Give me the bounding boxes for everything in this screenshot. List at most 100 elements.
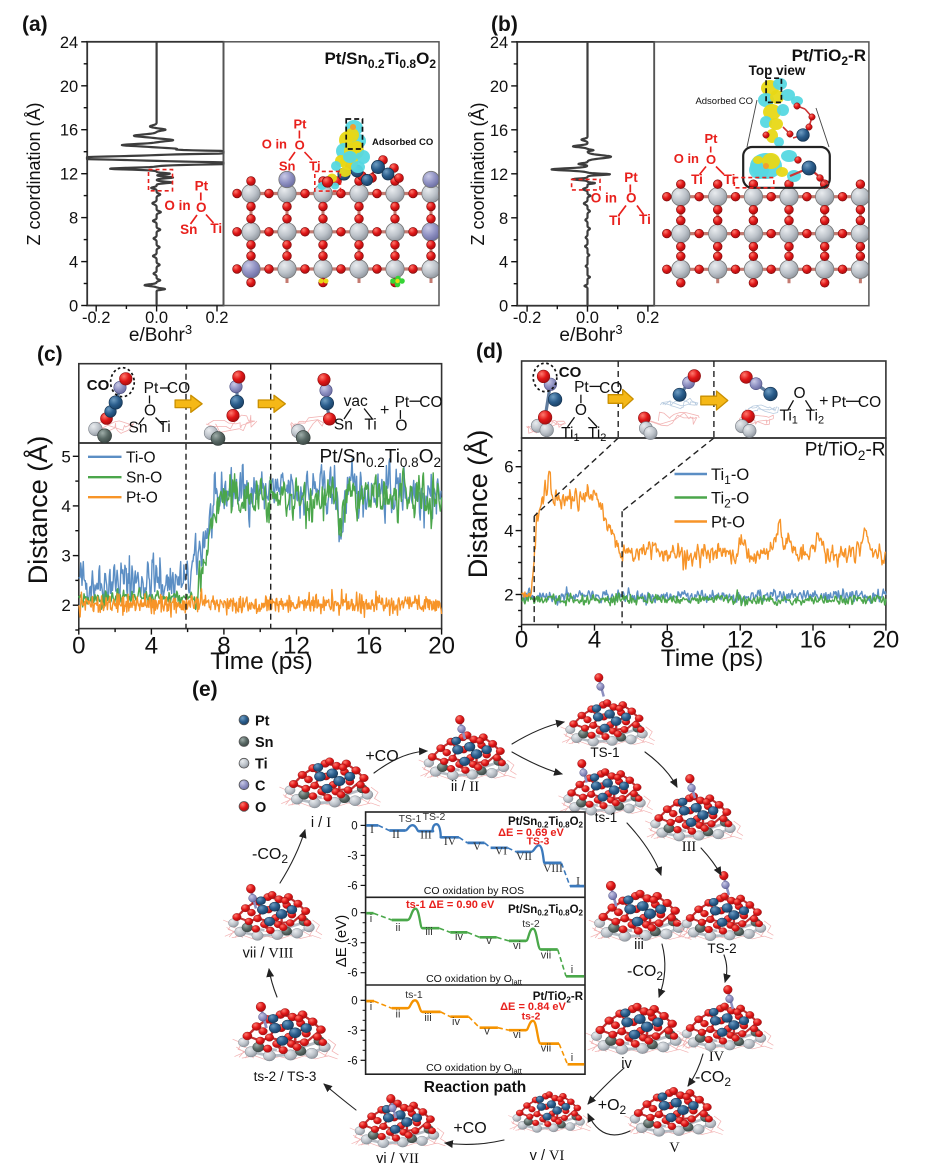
svg-text:+O2: +O2 <box>598 1097 627 1117</box>
svg-text:5: 5 <box>61 447 70 466</box>
svg-text:ii: ii <box>396 1009 401 1021</box>
svg-text:Sn: Sn <box>255 735 274 751</box>
svg-text:Pt/Sn0.2Ti0.8O2: Pt/Sn0.2Ti0.8O2 <box>320 447 441 471</box>
svg-text:vi / VII: vi / VII <box>376 1151 419 1167</box>
svg-text:VIII: VIII <box>543 863 563 875</box>
svg-text:Distance (Å): Distance (Å) <box>22 436 53 585</box>
svg-text:vii / VIII: vii / VIII <box>243 946 294 962</box>
svg-text:ts-1 ΔE = 0.90 eV: ts-1 ΔE = 0.90 eV <box>406 899 495 911</box>
svg-text:20: 20 <box>873 627 900 654</box>
svg-text:Sn: Sn <box>334 417 353 434</box>
svg-text:CO: CO <box>559 364 582 381</box>
svg-text:C: C <box>255 778 266 794</box>
svg-text:4: 4 <box>504 522 513 541</box>
svg-text:ΔE (eV): ΔE (eV) <box>333 915 350 968</box>
svg-text:vac: vac <box>344 393 368 410</box>
svg-text:i: i <box>571 1052 573 1064</box>
svg-text:vii: vii <box>541 1043 551 1055</box>
svg-text:0: 0 <box>72 633 85 660</box>
svg-text:O: O <box>793 385 805 402</box>
svg-text:Pt: Pt <box>255 714 270 730</box>
svg-text:-3: -3 <box>347 850 357 862</box>
svg-text:ts-2: ts-2 <box>522 1011 541 1023</box>
svg-text:O: O <box>295 138 305 153</box>
svg-text:Ti1: Ti1 <box>561 425 579 444</box>
svg-text:Pt: Pt <box>195 179 209 194</box>
svg-text:Ti2: Ti2 <box>806 408 824 427</box>
svg-text:Ti2: Ti2 <box>588 425 606 444</box>
svg-text:16: 16 <box>490 122 508 140</box>
svg-text:4: 4 <box>145 633 158 660</box>
svg-text:12: 12 <box>60 166 78 184</box>
svg-text:Ti-O: Ti-O <box>126 449 156 466</box>
svg-text:ts-2 / TS-3: ts-2 / TS-3 <box>254 1069 317 1084</box>
svg-text:0.2: 0.2 <box>206 309 229 327</box>
svg-text:0: 0 <box>499 298 508 316</box>
svg-text:(c): (c) <box>37 343 63 366</box>
svg-text:+CO: +CO <box>365 748 398 765</box>
svg-text:(e): (e) <box>192 678 218 701</box>
svg-text:ΔE = 0.84 eV: ΔE = 0.84 eV <box>500 1001 566 1013</box>
svg-text:Z coordination (Å): Z coordination (Å) <box>24 102 44 245</box>
svg-text:IV: IV <box>444 836 457 848</box>
svg-text:iv: iv <box>452 1016 460 1028</box>
svg-text:-CO2: -CO2 <box>627 963 663 983</box>
svg-text:Sn: Sn <box>279 159 296 174</box>
svg-text:TS-3: TS-3 <box>527 836 550 848</box>
svg-text:8: 8 <box>661 627 674 654</box>
svg-text:Pt/TiO2-R: Pt/TiO2-R <box>533 991 584 1005</box>
svg-text:(d): (d) <box>476 340 503 363</box>
svg-text:V: V <box>473 841 482 853</box>
svg-text:O in: O in <box>262 137 287 152</box>
svg-text:16: 16 <box>356 633 383 660</box>
svg-text:8: 8 <box>69 210 78 228</box>
svg-text:ii / II: ii / II <box>451 779 479 795</box>
svg-text:+: + <box>380 402 389 419</box>
svg-text:Top view: Top view <box>749 63 806 78</box>
svg-text:20: 20 <box>428 633 455 660</box>
svg-text:4: 4 <box>588 627 601 654</box>
svg-text:VI: VI <box>495 846 507 858</box>
svg-text:(b): (b) <box>491 13 518 36</box>
svg-text:3: 3 <box>61 547 70 566</box>
svg-text:Ti: Ti <box>210 221 222 236</box>
svg-text:i / I: i / I <box>311 815 331 831</box>
svg-text:i: i <box>370 913 372 925</box>
svg-text:-6: -6 <box>347 968 357 980</box>
svg-text:I: I <box>576 876 580 888</box>
svg-text:ii: ii <box>396 922 401 934</box>
svg-text:TS-2: TS-2 <box>707 941 736 956</box>
svg-text:O: O <box>144 403 156 420</box>
svg-text:iv: iv <box>621 1056 632 1072</box>
svg-text:v: v <box>484 1026 490 1038</box>
svg-text:iv: iv <box>455 931 463 943</box>
svg-text:CO oxidation by ROS: CO oxidation by ROS <box>424 885 524 897</box>
svg-text:Ti: Ti <box>609 213 621 228</box>
svg-text:8: 8 <box>217 633 230 660</box>
svg-text:-6: -6 <box>347 880 357 892</box>
svg-text:24: 24 <box>490 34 508 52</box>
svg-text:0: 0 <box>351 908 357 920</box>
svg-text:Ti: Ti <box>364 417 376 434</box>
svg-text:Pt: Pt <box>574 379 589 396</box>
svg-text:8: 8 <box>499 210 508 228</box>
svg-text:v / VI: v / VI <box>530 1148 565 1164</box>
svg-text:CO oxidation by Olatt: CO oxidation by Olatt <box>426 973 523 987</box>
svg-text:2: 2 <box>504 586 513 605</box>
svg-text:iii: iii <box>424 1012 431 1024</box>
svg-text:-0.2: -0.2 <box>82 309 110 327</box>
svg-text:16: 16 <box>60 122 78 140</box>
svg-text:2: 2 <box>61 596 70 615</box>
svg-text:I: I <box>370 824 374 836</box>
svg-text:0: 0 <box>351 820 357 832</box>
svg-text:+CO: +CO <box>453 1120 486 1137</box>
svg-text:Ti: Ti <box>255 757 268 773</box>
svg-text:0: 0 <box>515 627 528 654</box>
svg-text:Pt: Pt <box>294 117 308 132</box>
svg-text:TS-1: TS-1 <box>399 813 422 825</box>
svg-text:VII: VII <box>516 851 532 863</box>
svg-text:iii: iii <box>425 926 432 938</box>
svg-text:Ti2-O: Ti2-O <box>711 490 749 511</box>
svg-text:-0.2: -0.2 <box>513 309 541 327</box>
svg-text:Time (ps): Time (ps) <box>210 648 313 675</box>
